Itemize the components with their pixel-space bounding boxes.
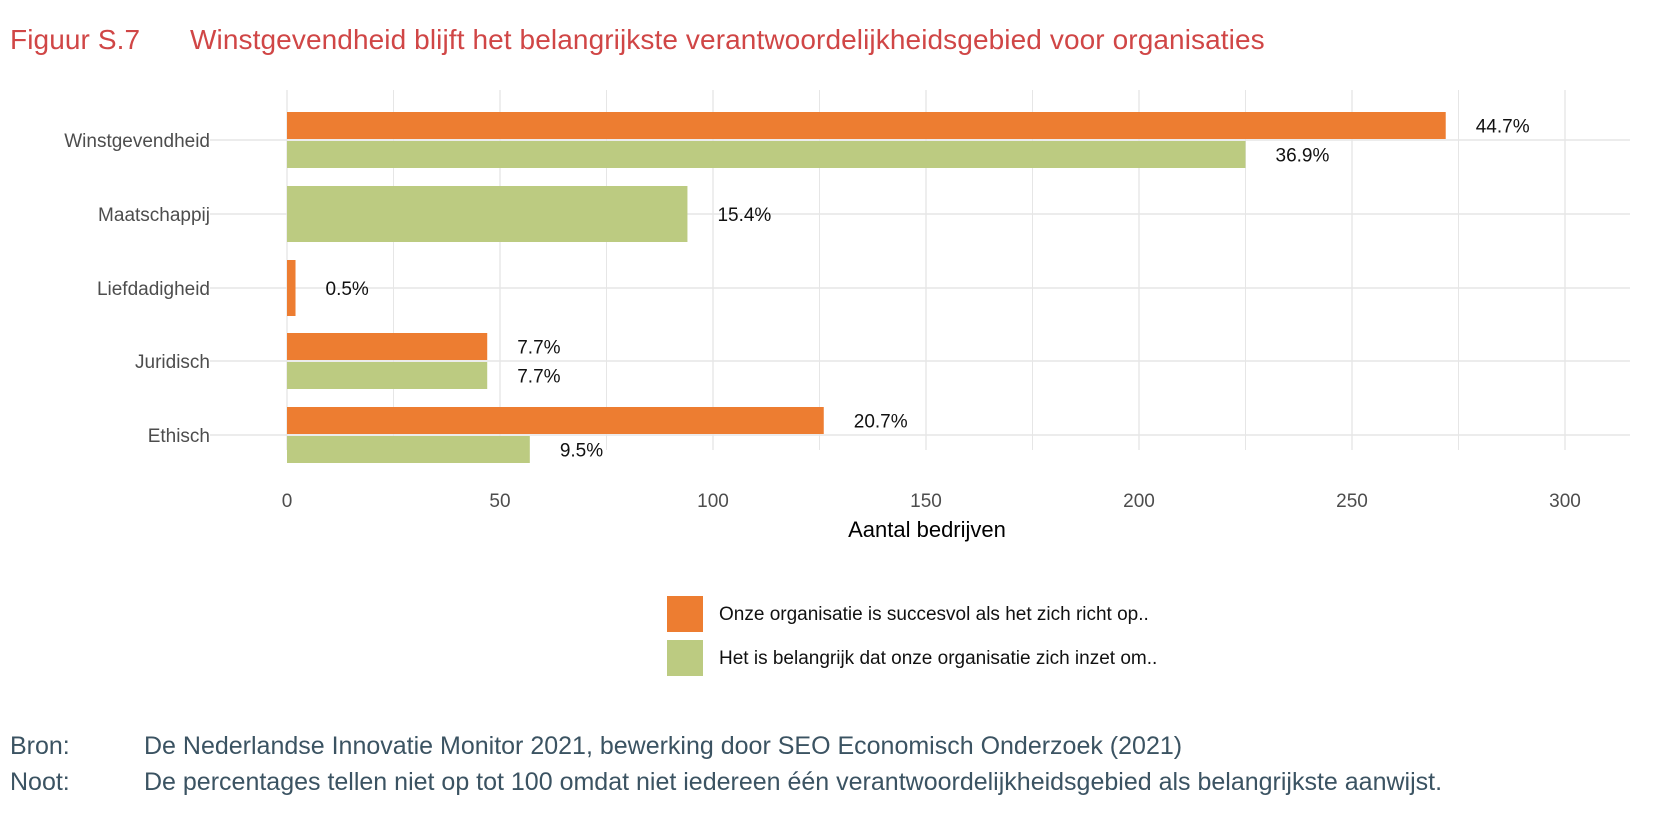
x-axis-title: Aantal bedrijven (848, 517, 1006, 542)
data-label: 0.5% (326, 279, 369, 300)
x-tick-label: 150 (910, 491, 942, 512)
legend-swatch-series1 (667, 596, 703, 632)
legend-swatch-series2 (667, 640, 703, 676)
data-label: 7.7% (517, 338, 560, 359)
x-tick-label: 200 (1123, 491, 1155, 512)
legend-label-series2: Het is belangrijk dat onze organisatie z… (719, 648, 1157, 669)
bar (287, 112, 1446, 139)
figure-title-text: Winstgevendheid blijft het belangrijkste… (190, 24, 1265, 55)
bar (287, 141, 1246, 168)
category-label: Liefdadigheid (97, 279, 210, 300)
figure-title: Figuur S.7 Winstgevendheid blijft het bel… (10, 24, 1265, 56)
category-label: Juridisch (135, 352, 210, 373)
bar (287, 407, 824, 434)
x-tick-label: 300 (1549, 491, 1581, 512)
footnote-label: Noot: (10, 768, 70, 796)
x-tick-label: 250 (1336, 491, 1368, 512)
data-label: 15.4% (717, 205, 771, 226)
category-label: Ethisch (148, 426, 210, 447)
bar (287, 186, 688, 242)
bar (287, 362, 488, 389)
source-text: De Nederlandse Innovatie Monitor 2021, b… (144, 732, 1183, 760)
category-label: Winstgevendheid (64, 131, 210, 152)
footnote-text: De percentages tellen niet op tot 100 om… (144, 768, 1443, 796)
chart: 44.7% 36.9% Winstgevendheid 15.4% Maatschapp… (64, 90, 1630, 676)
data-label: 44.7% (1476, 117, 1530, 138)
bar (287, 260, 296, 316)
x-tick-label: 50 (489, 491, 510, 512)
data-label: 7.7% (517, 367, 560, 388)
data-label: 20.7% (854, 412, 908, 433)
bar (287, 333, 488, 360)
legend-label-series1: Onze organisatie is succesvol als het zi… (719, 604, 1149, 625)
footnote: Noot: De percentages tellen niet op tot 1… (10, 768, 1442, 797)
source-label: Bron: (10, 732, 70, 760)
category-label: Maatschappij (98, 205, 210, 226)
data-label: 36.9% (1276, 146, 1330, 167)
bar (287, 436, 530, 463)
source-note: Bron: De Nederlandse Innovatie Monitor 20… (10, 732, 1182, 761)
data-label: 9.5% (560, 441, 603, 462)
x-tick-label: 100 (697, 491, 729, 512)
figure-number: Figuur S.7 (10, 24, 141, 55)
x-tick-label: 0 (282, 491, 293, 512)
